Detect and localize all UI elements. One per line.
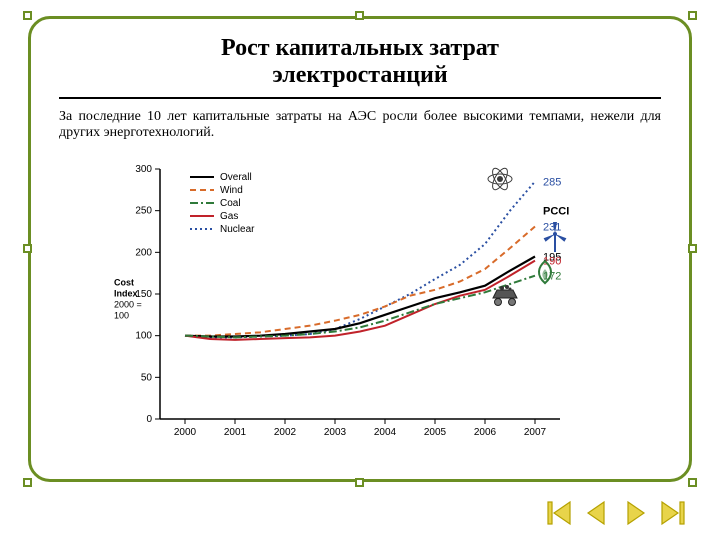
svg-text:250: 250: [135, 206, 152, 217]
chart-svg: 050100150200250300CostIndex2000 =1002000…: [100, 149, 620, 449]
svg-text:Coal: Coal: [220, 198, 241, 209]
title-line-1: Рост капитальных затрат: [49, 35, 671, 62]
coal-cart-icon: [493, 285, 517, 306]
svg-text:100: 100: [135, 331, 152, 342]
handle-icon: [23, 478, 32, 487]
slide-nav: [542, 496, 690, 530]
svg-text:Nuclear: Nuclear: [220, 224, 255, 235]
svg-text:2007: 2007: [524, 427, 547, 438]
svg-text:PCCI: PCCI: [543, 206, 569, 218]
handle-icon: [23, 11, 32, 20]
svg-text:200: 200: [135, 247, 152, 258]
svg-text:100: 100: [114, 311, 129, 321]
svg-text:2006: 2006: [474, 427, 497, 438]
nav-first-button[interactable]: [542, 496, 576, 530]
slide-subtitle: За последние 10 лет капитальные затраты …: [49, 109, 671, 149]
svg-text:0: 0: [146, 414, 152, 425]
slide-title: Рост капитальных затрат электростанций: [49, 31, 671, 97]
atom-icon: [488, 166, 512, 192]
title-underline: [59, 97, 661, 99]
svg-text:2005: 2005: [424, 427, 447, 438]
svg-text:Cost: Cost: [114, 278, 134, 288]
cost-index-chart: 050100150200250300CostIndex2000 =1002000…: [100, 149, 620, 449]
svg-text:2000: 2000: [174, 427, 197, 438]
svg-text:300: 300: [135, 164, 152, 175]
svg-text:2003: 2003: [324, 427, 347, 438]
svg-text:Index: Index: [114, 289, 138, 299]
slide-frame: Рост капитальных затрат электростанций З…: [28, 16, 692, 482]
nav-next-button[interactable]: [618, 496, 652, 530]
svg-text:150: 150: [135, 289, 152, 300]
title-line-2: электростанций: [49, 62, 671, 89]
nav-last-button[interactable]: [656, 496, 690, 530]
svg-text:2000 =: 2000 =: [114, 300, 142, 310]
svg-text:231: 231: [543, 222, 561, 234]
nav-prev-button[interactable]: [580, 496, 614, 530]
svg-text:50: 50: [141, 372, 153, 383]
svg-text:2001: 2001: [224, 427, 247, 438]
svg-text:Gas: Gas: [220, 211, 238, 222]
svg-text:2002: 2002: [274, 427, 297, 438]
handle-icon: [688, 11, 697, 20]
svg-text:Wind: Wind: [220, 185, 243, 196]
handle-icon: [688, 478, 697, 487]
svg-text:2004: 2004: [374, 427, 397, 438]
svg-text:285: 285: [543, 177, 561, 189]
svg-text:Overall: Overall: [220, 172, 252, 183]
